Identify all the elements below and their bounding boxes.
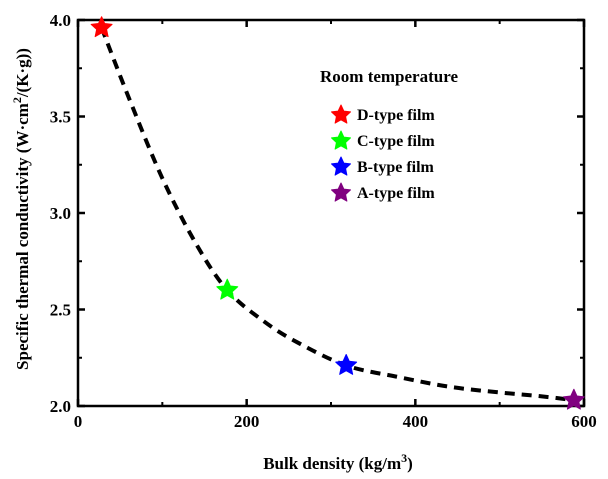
legend-marker-star bbox=[330, 182, 352, 202]
data-point-star bbox=[90, 16, 113, 38]
x-tick-label: 600 bbox=[571, 412, 597, 431]
data-point-star bbox=[562, 388, 585, 410]
x-axis-title: Bulk density (kg/m3) bbox=[263, 451, 413, 473]
y-tick-label: 3.0 bbox=[50, 204, 71, 223]
legend-label: B-type film bbox=[357, 159, 435, 176]
y-tick-label: 2.0 bbox=[50, 397, 71, 416]
legend-title: Room temperature bbox=[320, 67, 458, 86]
x-tick-label: 200 bbox=[234, 412, 260, 431]
axis-ticks bbox=[76, 18, 586, 408]
legend: Room temperature D-type film C-type film B… bbox=[320, 67, 458, 202]
x-tick-label: 400 bbox=[403, 412, 429, 431]
fit-curve bbox=[99, 26, 575, 403]
y-tick-label: 4.0 bbox=[50, 11, 71, 30]
y-axis-title: Specific thermal conductivity (W·cm2/(K·… bbox=[10, 48, 32, 370]
data-point-star bbox=[335, 353, 358, 375]
y-tick-label: 3.5 bbox=[50, 108, 71, 127]
tick-labels: 0 200 400 600 2.0 2.5 3.0 3.5 4.0 bbox=[50, 11, 597, 431]
legend-marker-star bbox=[330, 156, 352, 176]
data-point-star bbox=[216, 278, 239, 300]
y-tick-label: 2.5 bbox=[50, 301, 71, 320]
legend-marker-star bbox=[330, 104, 352, 124]
data-points bbox=[90, 16, 585, 410]
legend-label: A-type film bbox=[357, 185, 435, 202]
legend-label: C-type film bbox=[357, 133, 435, 150]
legend-marker-star bbox=[330, 130, 352, 150]
legend-label: D-type film bbox=[357, 107, 435, 124]
x-tick-label: 0 bbox=[74, 412, 83, 431]
